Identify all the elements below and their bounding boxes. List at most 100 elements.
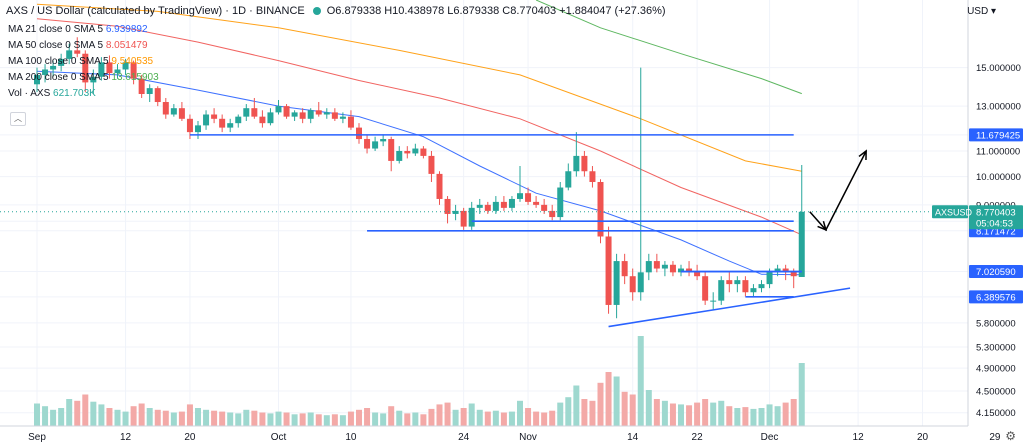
moving-average-ma50 [36, 18, 803, 236]
volume-bar [629, 394, 636, 426]
candle-body [106, 62, 113, 74]
price-label-text: 8.171472 [976, 226, 1016, 237]
candle-body [782, 268, 789, 273]
indicator-row[interactable]: MA 50 close 0 SMA 5 8.051479 [8, 40, 148, 51]
volume-bar [203, 409, 210, 426]
y-tick-label: 5.800000 [976, 318, 1016, 329]
indicator-row[interactable]: MA 200 close 0 SMA 5 13.615903 [8, 72, 159, 83]
candle-body [549, 210, 556, 218]
x-tick-label: 20 [184, 432, 196, 443]
candle-body [428, 155, 435, 174]
candle-body [82, 53, 89, 83]
volume-bar [42, 406, 49, 426]
volume-bar [58, 408, 65, 426]
volume-bar [219, 411, 226, 426]
volume-bar [195, 408, 201, 426]
candle-body [122, 62, 129, 70]
candle-body [492, 201, 499, 211]
settings-gear-icon[interactable]: ⚙ [1005, 429, 1016, 443]
x-tick-label: Sep [28, 432, 46, 443]
volume-bar [146, 408, 153, 426]
indicator-row[interactable]: MA 21 close 0 SMA 5 6.939892 [8, 24, 148, 35]
candle-body [686, 268, 693, 273]
volume-bar [372, 412, 379, 426]
y-tick-label: 4.150000 [976, 408, 1016, 419]
volume-bar [758, 408, 765, 426]
currency-selector[interactable]: USD ▾ [967, 6, 996, 17]
volume-bar [299, 413, 306, 426]
volume-bar [364, 408, 371, 426]
volume-bar [734, 408, 741, 426]
candle-body [420, 148, 427, 156]
candle-body [525, 193, 532, 202]
candle-body [315, 110, 322, 115]
candle-body [364, 139, 371, 149]
candle-body [203, 114, 210, 126]
volume-bar [291, 414, 298, 426]
x-tick-label: 14 [627, 432, 639, 443]
candle-body [460, 210, 467, 227]
candle-body [66, 50, 73, 59]
triangle-lower-line[interactable] [608, 287, 851, 328]
y-tick-label: 15.000000 [976, 63, 1021, 74]
candle-body [291, 112, 298, 117]
moving-average-ma200 [535, 0, 802, 95]
candle-body [645, 261, 652, 273]
candle-body [90, 76, 97, 83]
volume-bar [766, 404, 773, 426]
candle-body [678, 268, 684, 273]
last-price-text: 8.770403 [976, 207, 1016, 218]
candle-body [742, 280, 749, 293]
volume-bar [34, 403, 40, 426]
candle-body [178, 108, 185, 119]
candle-body [98, 62, 105, 77]
candle-body [468, 207, 475, 227]
candle-body [356, 127, 362, 140]
candle-body [766, 272, 773, 285]
volume-bar [307, 412, 314, 426]
volume-bar [347, 411, 354, 426]
currency-label: USD [967, 6, 989, 17]
volume-bar [227, 412, 234, 426]
volume-bar [790, 399, 797, 426]
candle-body [500, 201, 507, 208]
candle-body [718, 280, 725, 301]
y-tick-label: 10.000000 [976, 172, 1021, 183]
symbol-title[interactable]: AXS / US Dollar (calculated by TradingVi… [6, 5, 305, 17]
candle-body [275, 106, 282, 113]
volume-bar [412, 412, 419, 426]
indicator-value: 6.939892 [105, 24, 148, 35]
moving-average-ma100 [36, 3, 802, 172]
candle-body [694, 272, 701, 277]
candle-body [323, 112, 330, 115]
time-axis[interactable] [0, 426, 1024, 445]
symbol-tag-text: AXSUSD [935, 207, 973, 217]
indicator-row[interactable]: Vol · AXS 621.703K [8, 88, 96, 99]
volume-bar [267, 413, 274, 426]
candle-body [621, 261, 628, 277]
volume-bar [653, 399, 660, 426]
candle-body [605, 236, 612, 305]
volume-bar [508, 411, 515, 426]
candle-body [339, 116, 346, 119]
collapse-legend-icon[interactable]: ︿ [10, 112, 26, 126]
x-tick-label: Oct [271, 432, 287, 443]
y-tick-label: 5.300000 [976, 343, 1016, 354]
volume-bar [178, 411, 185, 426]
x-tick-label: 22 [692, 432, 704, 443]
candle-body [50, 65, 57, 70]
candle-body [211, 114, 218, 119]
x-tick-label: Nov [519, 432, 537, 443]
volume-bar [114, 409, 121, 426]
candle-body [508, 198, 515, 208]
indicator-row[interactable]: MA 100 close 0 SMA 5 9.540535 [8, 56, 153, 67]
candle-body [758, 284, 765, 289]
candle-body [372, 141, 379, 149]
candle-body [251, 108, 258, 117]
candle-body [331, 112, 338, 119]
volume-bar [154, 409, 161, 426]
volume-bar [573, 385, 580, 426]
volume-bar [525, 408, 532, 426]
